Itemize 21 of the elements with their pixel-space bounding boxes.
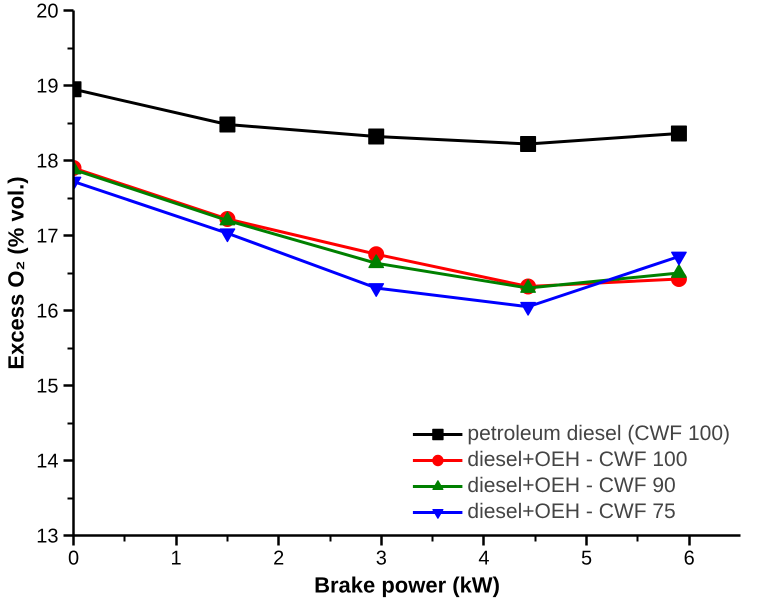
legend-label: diesel+OEH - CWF 100 [467, 447, 688, 473]
x-tick-label: 2 [273, 548, 284, 570]
x-tick-label: 5 [581, 548, 592, 570]
y-axis-title: Excess O₂ (% vol.) [3, 176, 28, 370]
x-tick-label: 0 [68, 548, 80, 570]
y-tick-label: 16 [36, 300, 59, 322]
legend-label: petroleum diesel (CWF 100) [467, 421, 730, 447]
y-tick-label: 13 [36, 526, 59, 548]
x-tick-label: 3 [376, 548, 387, 570]
x-tick-label: 1 [170, 548, 182, 570]
legend-label: diesel+OEH - CWF 90 [467, 473, 676, 499]
legend-label: diesel+OEH - CWF 75 [467, 499, 676, 525]
x-tick-label: 6 [684, 548, 695, 570]
y-tick-label: 14 [36, 450, 59, 472]
y-tick-label: 17 [36, 226, 59, 248]
x-axis-title: Brake power (kW) [314, 572, 500, 598]
y-tick-label: 19 [36, 76, 59, 98]
y-tick-label: 20 [36, 0, 59, 22]
y-tick-label: 18 [36, 150, 59, 172]
x-tick-label: 4 [478, 548, 490, 570]
y-tick-label: 15 [36, 376, 59, 398]
